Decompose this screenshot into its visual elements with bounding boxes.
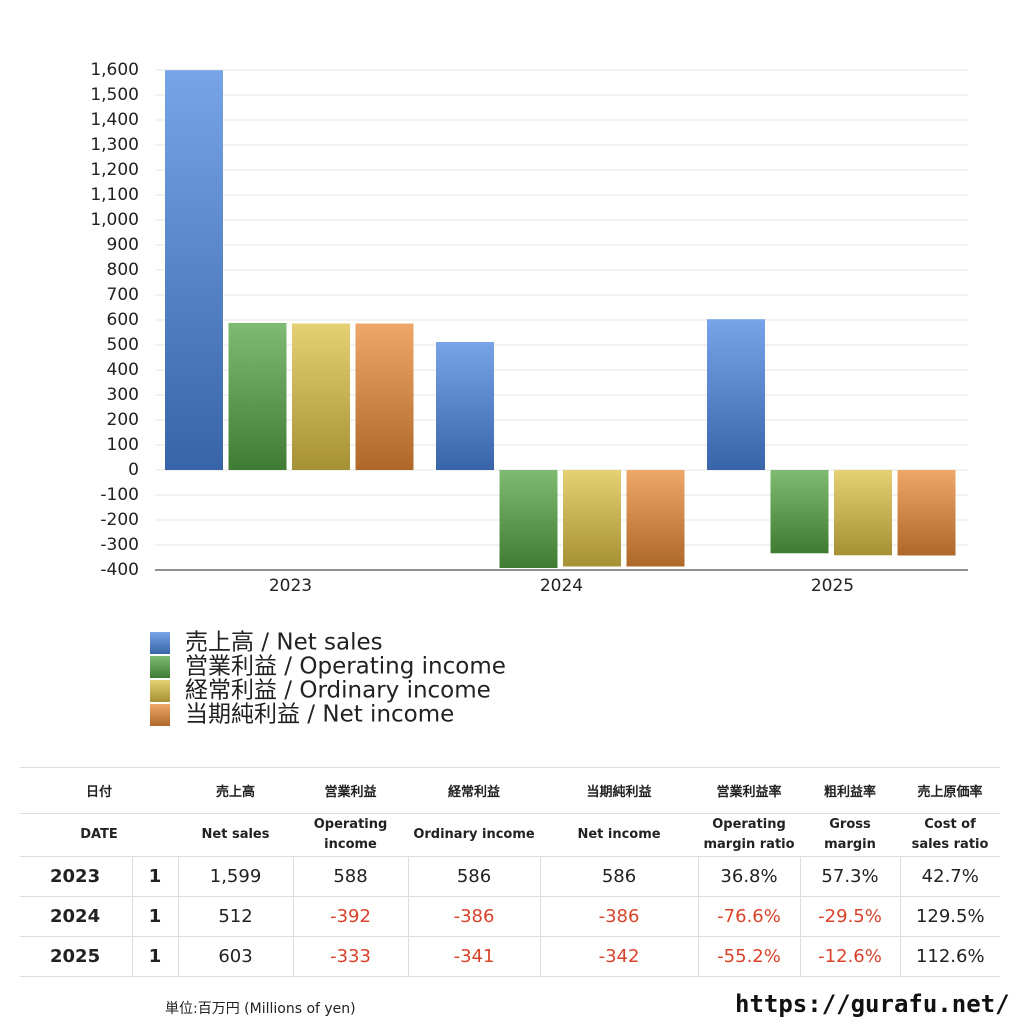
table-cell: Net income bbox=[540, 813, 699, 857]
table-cell: Ordinary income bbox=[408, 813, 541, 857]
legend-label: 営業利益 / Operating income bbox=[185, 654, 506, 680]
legend-swatch-shade bbox=[150, 632, 170, 654]
table-cell: 2025 bbox=[20, 936, 133, 977]
y-tick-label: 200 bbox=[107, 410, 139, 430]
y-tick-label: 100 bbox=[107, 435, 139, 455]
table-cell: 2023 bbox=[20, 856, 133, 897]
data-table: 日付 売上高 営業利益 経常利益 当期純利益 営業利益率 粗利益率 売上原価率 DATE Net … bbox=[20, 767, 1001, 977]
table-cell: 売上原価率 bbox=[900, 767, 1001, 814]
data-row: 2023 1 1,599 588 586 586 36.8% 57.3% 42.7% bbox=[20, 856, 1001, 897]
table-cell: 586 bbox=[407, 856, 541, 897]
table-cell: 営業利益 bbox=[293, 767, 409, 814]
bar-shade bbox=[228, 323, 287, 470]
table-cell: 586 bbox=[539, 856, 699, 897]
table-cell: 日付 bbox=[20, 767, 179, 814]
y-tick-label: -400 bbox=[100, 560, 139, 580]
bar-shade bbox=[834, 470, 892, 556]
header-row: DATE Net sales Operating income Ordinary in… bbox=[20, 813, 1001, 857]
bar-shade bbox=[499, 470, 558, 568]
data-row: 2025 1 603 -333 -341 -342 -55.2% -12.6% 112.6% bbox=[20, 936, 1001, 977]
y-tick-label: 1,100 bbox=[90, 185, 139, 205]
y-tick-label: 1,600 bbox=[90, 60, 139, 80]
table-cell: 512 bbox=[177, 896, 294, 937]
y-tick-label: 1,400 bbox=[90, 110, 139, 130]
y-tick-label: 1,200 bbox=[90, 160, 139, 180]
site-url: https://gurafu.net/ bbox=[735, 990, 1010, 1018]
legend-label: 売上高 / Net sales bbox=[185, 630, 383, 656]
bar-shade bbox=[707, 319, 765, 470]
x-tick-label: 2023 bbox=[269, 576, 312, 596]
table-cell: Operating margin ratio bbox=[698, 813, 801, 857]
table-cell: -55.2% bbox=[697, 936, 801, 977]
y-tick-label: 1,000 bbox=[90, 210, 139, 230]
table-cell: -342 bbox=[539, 936, 699, 977]
x-tick-label: 2024 bbox=[540, 576, 583, 596]
table-cell: 1 bbox=[131, 936, 179, 977]
table-cell: -76.6% bbox=[697, 896, 801, 937]
y-tick-label: 400 bbox=[107, 360, 139, 380]
bar-shade bbox=[292, 323, 350, 470]
legend-swatch-shade bbox=[150, 656, 170, 678]
legend-swatch-shade bbox=[150, 680, 170, 702]
y-tick-label: 300 bbox=[107, 385, 139, 405]
data-row: 2024 1 512 -392 -386 -386 -76.6% -29.5% 129.5% bbox=[20, 896, 1001, 937]
table-cell: 112.6% bbox=[899, 936, 1001, 977]
table-cell: 当期純利益 bbox=[540, 767, 699, 814]
bar-shade bbox=[165, 70, 223, 470]
chart: -400 -300 -200 -100 0 100 200 300 400 500 600 700 80… bbox=[90, 60, 968, 728]
table-cell: -392 bbox=[292, 896, 409, 937]
table-cell: Gross margin bbox=[800, 813, 901, 857]
table-cell: 売上高 bbox=[178, 767, 294, 814]
header-row: 日付 売上高 営業利益 経常利益 当期純利益 営業利益率 粗利益率 売上原価率 bbox=[20, 767, 1001, 814]
table-cell: Net sales bbox=[178, 813, 294, 857]
y-tick-label: 0 bbox=[128, 460, 139, 480]
bar-shade bbox=[436, 342, 494, 470]
bar-shade bbox=[563, 470, 621, 567]
table-cell: -29.5% bbox=[799, 896, 901, 937]
legend-swatch-shade bbox=[150, 704, 170, 726]
bar-shade bbox=[626, 470, 685, 567]
table-cell: 57.3% bbox=[799, 856, 901, 897]
y-tick-label: 1,300 bbox=[90, 135, 139, 155]
y-tick-label: 700 bbox=[107, 285, 139, 305]
table-cell: 588 bbox=[292, 856, 409, 897]
legend-label: 当期純利益 / Net income bbox=[185, 702, 454, 728]
bar-shade bbox=[770, 470, 829, 554]
bar-shade bbox=[355, 323, 414, 470]
bar-shade bbox=[897, 470, 956, 556]
table-cell: 603 bbox=[177, 936, 294, 977]
legend-label: 経常利益 / Ordinary income bbox=[185, 678, 491, 704]
table-cell: Operating income bbox=[293, 813, 409, 857]
table-cell: 129.5% bbox=[899, 896, 1001, 937]
table-cell: 粗利益率 bbox=[800, 767, 901, 814]
y-tick-label: -200 bbox=[100, 510, 139, 530]
y-tick-label: 1,500 bbox=[90, 85, 139, 105]
table-cell: -333 bbox=[292, 936, 409, 977]
table-cell: 2024 bbox=[20, 896, 133, 937]
table-cell: Cost of sales ratio bbox=[900, 813, 1001, 857]
y-tick-label: 500 bbox=[107, 335, 139, 355]
table-cell: -341 bbox=[407, 936, 541, 977]
y-tick-label: 900 bbox=[107, 235, 139, 255]
y-tick-label: 800 bbox=[107, 260, 139, 280]
table-cell: DATE bbox=[20, 813, 179, 857]
table-cell: -386 bbox=[407, 896, 541, 937]
unit-note: 単位:百万円 (Millions of yen) bbox=[165, 1001, 356, 1017]
table-cell: 36.8% bbox=[697, 856, 801, 897]
y-tick-label: -300 bbox=[100, 535, 139, 555]
table-cell: 1,599 bbox=[177, 856, 294, 897]
table-cell: 42.7% bbox=[899, 856, 1001, 897]
table-cell: 営業利益率 bbox=[698, 767, 801, 814]
y-tick-label: -100 bbox=[100, 485, 139, 505]
table-cell: -12.6% bbox=[799, 936, 901, 977]
table-cell: 1 bbox=[131, 856, 179, 897]
x-tick-label: 2025 bbox=[811, 576, 854, 596]
table-cell: -386 bbox=[539, 896, 699, 937]
y-tick-label: 600 bbox=[107, 310, 139, 330]
table-cell: 経常利益 bbox=[408, 767, 541, 814]
table-cell: 1 bbox=[131, 896, 179, 937]
